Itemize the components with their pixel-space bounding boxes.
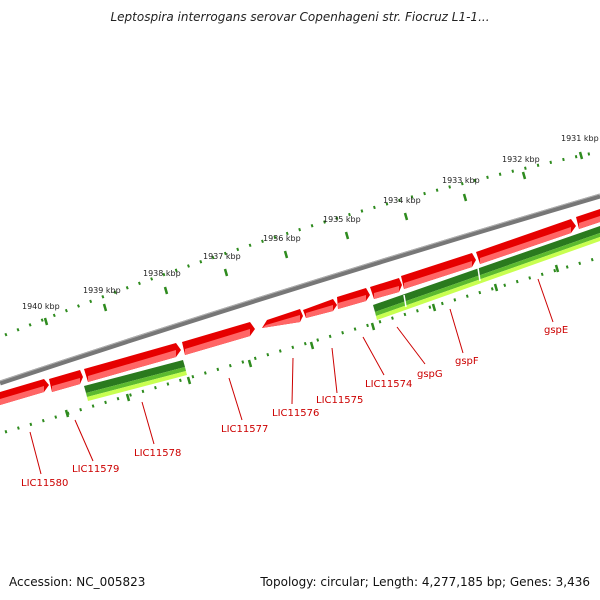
gene-label: LIC11579 [72,464,119,475]
green-feature-divider [403,294,407,308]
green-feature-lic11578-mid [86,367,186,397]
gene-label: gspE [544,325,568,336]
gene-lic11576-shade [262,315,300,328]
gene-lic11577-a-shade [88,350,176,382]
gene-label: gspF [455,356,479,367]
forward-strand-genes [0,209,600,405]
green-feature-lic11578-light [87,371,187,401]
leader-lic11575 [331,347,338,394]
kbp-label: 1933 kbp [442,176,480,185]
leader-lic11576 [291,357,294,405]
kbp-label: 1939 kbp [83,286,121,295]
green-feature-divider [477,267,481,282]
gene-lic11574-shade [374,286,399,299]
outer-major-ticks [43,151,584,326]
gene-label: LIC11575 [316,395,363,406]
green-feature-gsp-mid [375,233,600,316]
kbp-label: 1935 kbp [323,215,361,224]
genome-backbone-highlight [0,193,600,382]
gene-lic11577-shade [185,329,250,355]
gene-label: LIC11576 [272,408,319,419]
kbp-label: 1940 kbp [22,302,60,311]
genome-backbone [0,193,600,386]
gene-label: gspG [417,369,443,380]
green-feature-tracks [84,226,600,401]
leader-lic11578 [141,401,155,445]
gene-labels: gspE gspF gspG LIC11574 LIC11575 LIC1157… [21,325,568,489]
gene-gspg-region-shade [404,261,472,289]
leader-lic11577 [228,377,243,421]
kbp-label: 1932 kbp [502,155,540,164]
kbp-label: 1938 kbp [143,269,181,278]
gene-leader-lines [29,278,554,475]
kbp-label: 1934 kbp [383,196,421,205]
gene-lic11575-shade [338,295,366,309]
gene-gspf-region-shade [480,227,571,264]
leader-lic11579 [74,419,94,462]
kbp-label: 1937 kbp [203,252,241,261]
green-feature-lic11578 [84,360,185,393]
map-title: Leptospira interrogans serovar Copenhage… [110,10,490,24]
leader-gspf [449,308,464,354]
leader-lic11574 [362,336,385,376]
gene-lic11580-shade [0,386,44,405]
leader-gspe [537,278,554,323]
gene-label: LIC11574 [365,379,412,390]
gene-label: LIC11577 [221,424,268,435]
kbp-label: 1936 kbp [263,234,301,243]
gene-label: LIC11578 [134,448,181,459]
genome-summary-text: Topology: circular; Length: 4,277,185 bp… [260,575,590,589]
kbp-labels: 1931 kbp 1932 kbp 1933 kbp 1934 kbp 1935… [22,134,599,311]
kbp-label: 1931 kbp [561,134,599,143]
green-feature-gsp-light [376,237,600,320]
leader-lic11580 [29,431,42,475]
accession-text: Accession: NC_005823 [9,575,146,589]
green-feature-gsp [373,226,600,312]
leader-gspg [396,326,426,365]
gene-lic11575-a-shade [306,305,333,318]
gene-lic11579-shade [52,378,80,392]
gene-gspe-region-shade [579,216,600,229]
inner-major-ticks [64,264,560,418]
gene-label: LIC11580 [21,478,68,489]
